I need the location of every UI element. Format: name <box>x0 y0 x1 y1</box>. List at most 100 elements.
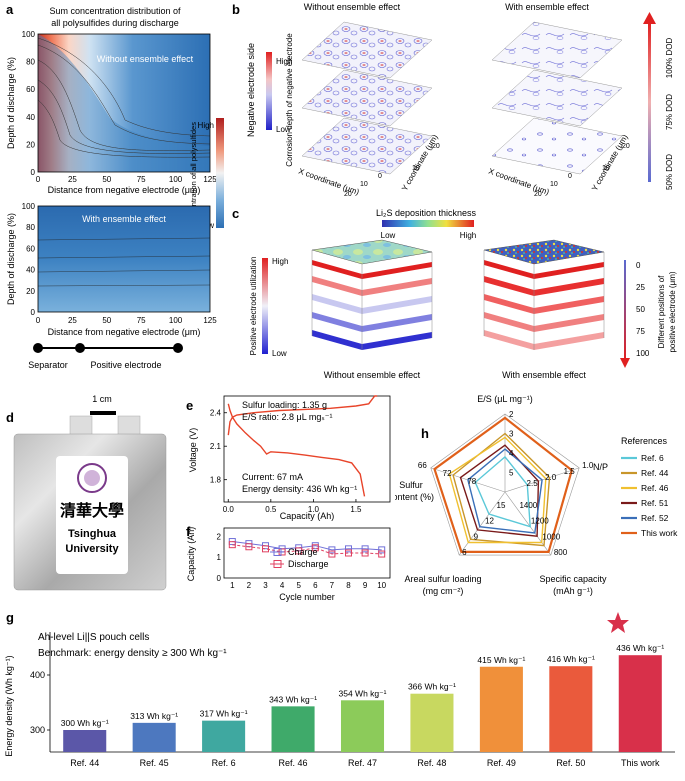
a-bottom-xtick: 75 <box>137 316 146 325</box>
h-axis-es: E/S (μL mg⁻¹) <box>477 394 533 404</box>
heatmap-with <box>37 206 211 312</box>
c-right-caption: With ensemble effect <box>502 370 586 380</box>
a-bottom-xtick: 125 <box>203 316 217 325</box>
b-tick-left-x2: 20 <box>344 191 352 198</box>
radar-tick: 800 <box>554 548 568 557</box>
radar-tick: 4 <box>509 449 514 458</box>
a-top-xtick: 50 <box>102 175 111 184</box>
a-bottom-ytick: 0 <box>31 308 36 317</box>
g-category: Ref. 47 <box>348 758 377 768</box>
g-bar <box>618 655 662 752</box>
g-title: Ah-level Li||S pouch cells <box>38 632 149 643</box>
g-ytick: 400 <box>30 670 45 680</box>
radar-spoke <box>458 491 506 556</box>
panel-d-letter: d <box>6 410 14 425</box>
h-legend: References Ref. 6 Ref. 44 Ref. 46 Ref. 51 Re… <box>621 436 678 538</box>
a-colorbar-label: Concentration of all polysulfides <box>189 122 198 228</box>
f-series-charge <box>232 541 382 551</box>
g-ylabel: Energy density (Wh kg⁻¹) <box>4 655 14 756</box>
radar-tick: 2 <box>509 410 514 419</box>
radar-tick: 15 <box>497 501 506 510</box>
g-category: Ref. 48 <box>417 758 446 768</box>
a-top-xtick: 0 <box>36 175 41 184</box>
panel-d: d 1 cm 清華大學 Tsinghua University <box>6 394 167 591</box>
h-legend-item: This work <box>641 528 678 538</box>
f-xtick: 5 <box>296 581 301 590</box>
a-bottom-ytick: 80 <box>26 223 35 232</box>
h-legend-item: Ref. 51 <box>641 498 669 508</box>
f-xtick: 9 <box>363 581 368 590</box>
g-bar-label: 343 Wh kg⁻¹ <box>269 694 317 704</box>
radar-tick: 1.0 <box>582 461 594 470</box>
b-cbar-low: Low <box>276 125 291 134</box>
e-series-discharge <box>227 403 366 497</box>
scale-label: 1 cm <box>92 394 112 404</box>
heatmap-without-label: Without ensemble effect <box>97 54 194 64</box>
radar-tick: 1.5 <box>564 467 576 476</box>
heatmap-without <box>37 34 211 172</box>
c-left-cbar-label: Positive electrode utilization <box>249 257 258 356</box>
h-legend-item: Ref. 44 <box>641 468 669 478</box>
dod-arrow <box>648 22 651 182</box>
a-top-xtick: 75 <box>137 175 146 184</box>
pouch-label <box>56 456 128 574</box>
a-bottom-xlabel: Distance from negative electrode (μm) <box>48 327 201 337</box>
f-legend-discharge: Discharge <box>288 559 329 569</box>
heatmap-with-label: With ensemble effect <box>82 214 166 224</box>
f-series-discharge <box>232 544 382 555</box>
a-bottom-ylabel: Depth of discharge (%) <box>6 213 16 305</box>
f-point <box>295 547 303 555</box>
name-line1: Tsinghua <box>68 528 117 540</box>
radar-tick: 5 <box>509 469 514 478</box>
panel-a-title-1: Sum concentration distribution of <box>49 6 181 16</box>
c-cbar-title: Li₂S deposition thickness <box>376 208 477 218</box>
h-axis-asl: Areal sulfur loading <box>404 574 481 584</box>
g-bars: 300 400 300 Wh kg⁻¹ Ref. 44 313 Wh kg⁻¹ Ref. … <box>30 632 675 768</box>
c-right-axis-2: positive electrode (μm) <box>668 271 677 352</box>
b-tick-right-y1: 10 <box>602 165 610 172</box>
g-category: Ref. 44 <box>70 758 99 768</box>
panel-h-letter: h <box>421 426 429 441</box>
e-frame <box>223 395 391 503</box>
a-bottom-xtick: 50 <box>102 316 111 325</box>
name-line2: University <box>65 543 119 555</box>
b-left-stack <box>301 21 433 175</box>
f-xtick: 8 <box>346 581 351 590</box>
a-bottom-ytick: 20 <box>26 287 35 296</box>
radar-tick: 9 <box>474 532 479 541</box>
a-colorbar-high: High <box>198 121 214 130</box>
f-point <box>378 550 386 558</box>
e-ytick: 2.1 <box>210 442 222 451</box>
radar-spoke <box>504 491 552 556</box>
star-icon <box>607 612 629 633</box>
g-bar-label: 300 Wh kg⁻¹ <box>61 718 109 728</box>
a-bottom-yticks: 0 20 40 60 80 100 <box>22 202 36 317</box>
h-axis-asl2: (mg cm⁻²) <box>423 586 464 596</box>
panel-c: c Li₂S deposition thickness Low High Hig… <box>232 206 677 380</box>
g-bar <box>410 693 454 752</box>
h-axis-sc2: (mAh g⁻¹) <box>553 586 593 596</box>
c-left-cbar <box>262 258 268 354</box>
f-lines <box>228 538 386 558</box>
f-ytick: 0 <box>217 574 222 583</box>
f-point <box>328 550 336 558</box>
a-top-ytick: 80 <box>26 58 35 67</box>
radar-series-ref-51 <box>459 444 540 537</box>
a-bottom-ytick: 100 <box>22 202 36 211</box>
e-xtick: 0.0 <box>223 505 235 514</box>
a-top-xlabel: Distance from negative electrode (μm) <box>48 185 201 195</box>
f-xtick: 3 <box>263 581 268 590</box>
a-bottom-xtick: 25 <box>68 316 77 325</box>
e-xtick: 1.5 <box>350 505 362 514</box>
dod-75: 75% DOD <box>665 94 674 130</box>
panel-a-title-2: all polysulfides during discharge <box>51 18 179 28</box>
a-top-ytick: 100 <box>22 30 36 39</box>
f-xtick: 2 <box>247 581 252 590</box>
radar-tick: 2.0 <box>545 473 557 482</box>
seal-inner <box>84 470 100 486</box>
g-bar-label: 354 Wh kg⁻¹ <box>339 688 387 698</box>
c-cbar-high: High <box>460 231 476 240</box>
g-category: Ref. 50 <box>556 758 585 768</box>
